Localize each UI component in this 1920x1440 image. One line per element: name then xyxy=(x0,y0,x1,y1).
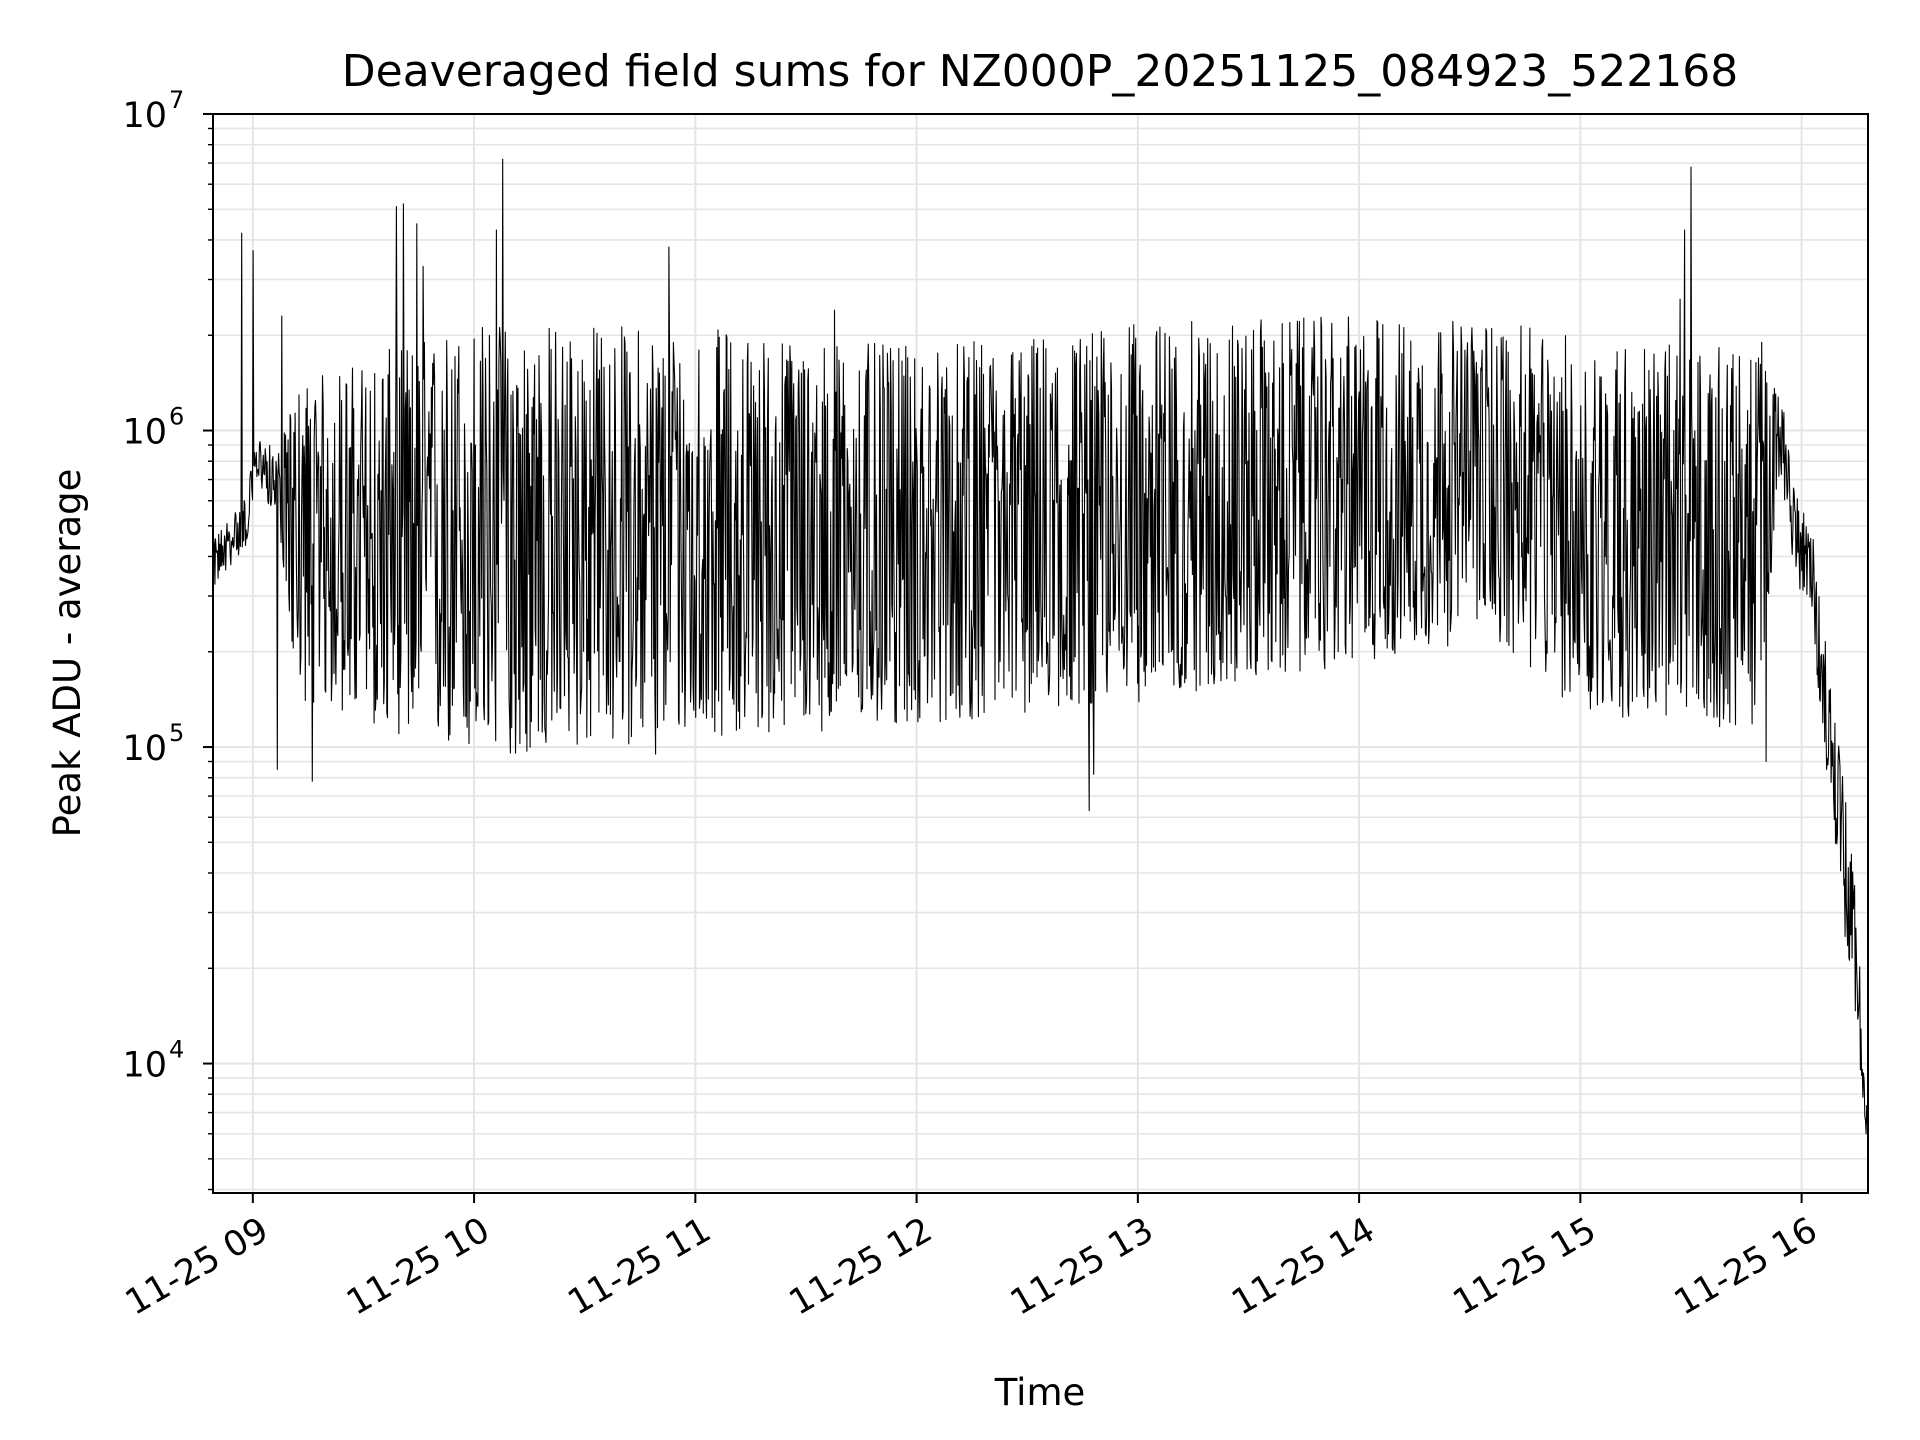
series-line xyxy=(212,158,1869,1152)
axes-frame xyxy=(212,113,1869,1194)
y-tick-label: 10 xyxy=(122,96,167,136)
chart-title: Deaveraged field sums for NZ000P_2025112… xyxy=(342,46,1738,97)
y-tick-exponent: 4 xyxy=(169,1036,184,1064)
y-axis-label: Peak ADU - average xyxy=(46,469,89,838)
y-tick-label: 10 xyxy=(122,729,167,769)
y-tick-label: 10 xyxy=(122,1046,167,1086)
y-tick-exponent: 6 xyxy=(169,403,184,431)
y-tick-exponent: 7 xyxy=(169,86,184,114)
y-tick-exponent: 5 xyxy=(169,719,184,747)
x-axis-label: Time xyxy=(994,1371,1086,1414)
y-tick-label: 10 xyxy=(122,413,167,453)
plot-area xyxy=(212,113,1869,1194)
